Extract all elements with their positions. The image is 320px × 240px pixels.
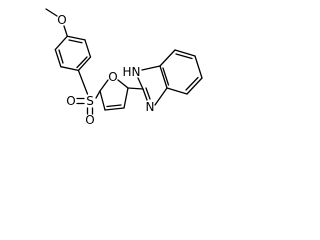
bond [68, 39, 83, 44]
bond [45, 8, 58, 17]
bond [95, 90, 101, 99]
bond [77, 69, 89, 95]
bond [99, 90, 106, 111]
bond [175, 53, 193, 60]
bond [123, 87, 129, 109]
bond [99, 79, 109, 92]
atom-label: O [108, 70, 117, 84]
atom-label: O [66, 94, 75, 108]
atom-label: S [86, 94, 94, 108]
bond [84, 39, 92, 58]
bond [154, 87, 168, 106]
bond [166, 87, 188, 95]
atom-label: O [57, 13, 66, 27]
atom-label: N [132, 65, 141, 79]
bond [162, 67, 170, 86]
bond [137, 77, 144, 90]
bond [76, 56, 88, 69]
bond [117, 79, 129, 89]
bond [54, 35, 68, 51]
bond [145, 87, 151, 100]
atom-label: N [146, 100, 155, 114]
bond [194, 55, 203, 79]
molecule-diagram: O S O O O H N N [45, 8, 203, 127]
bond [58, 49, 64, 64]
bond [142, 88, 148, 101]
bond [66, 35, 86, 41]
bond [77, 56, 92, 72]
bonds [45, 8, 203, 115]
bond [186, 77, 203, 95]
bond [106, 104, 122, 108]
bond [63, 25, 68, 37]
bond [159, 49, 176, 67]
bond [174, 49, 196, 57]
bond [54, 48, 62, 68]
bond [127, 87, 144, 90]
bond [141, 65, 161, 71]
atom-label: O [85, 113, 94, 127]
atom-label: H [122, 65, 131, 79]
bond [60, 66, 80, 72]
bond [159, 65, 168, 89]
bond [104, 107, 125, 111]
bond [185, 76, 199, 91]
